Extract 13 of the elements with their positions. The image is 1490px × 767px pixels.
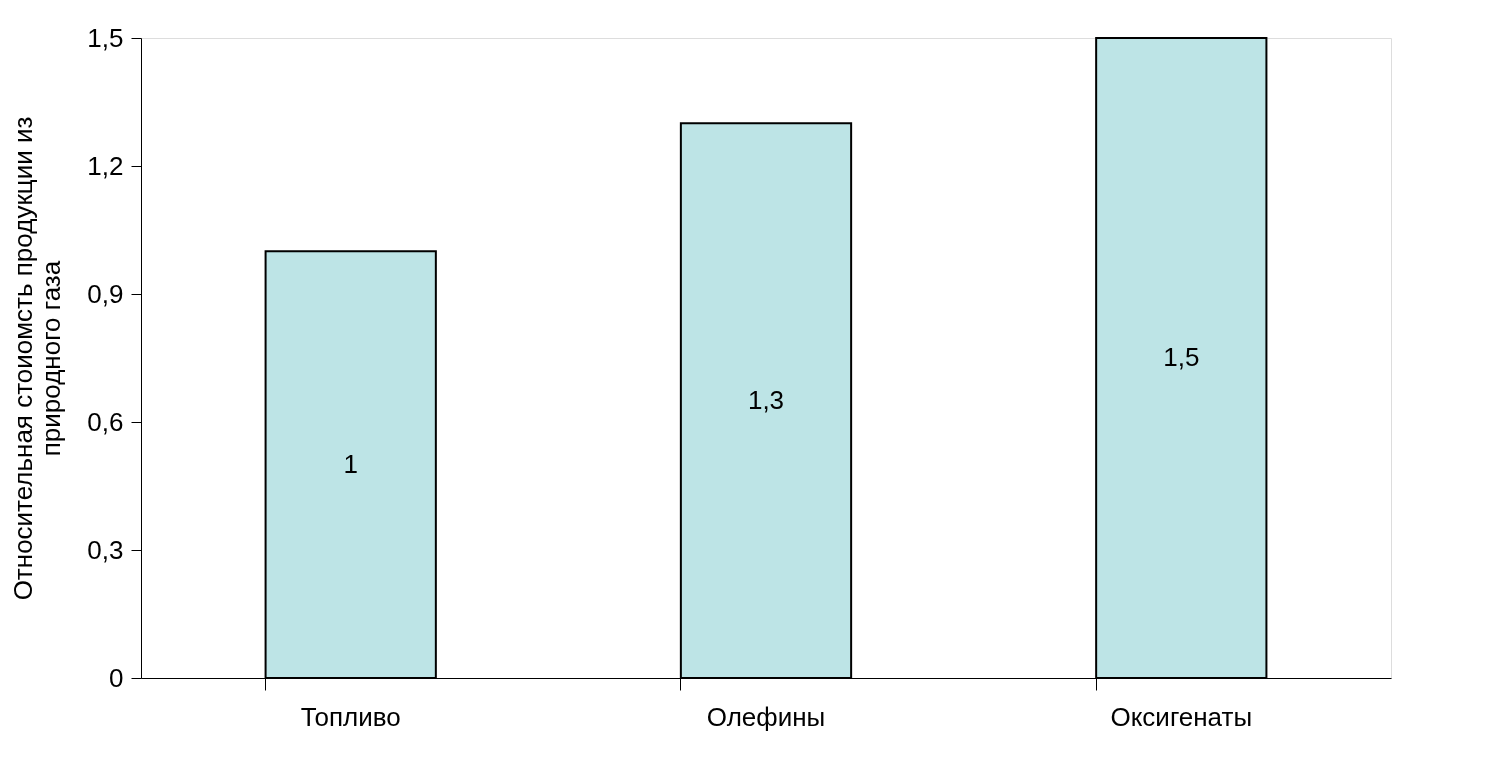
y-axis-title: Относительная стоиомсть продукции из природного газа bbox=[8, 116, 67, 601]
y-tick-label: 1,5 bbox=[87, 22, 124, 53]
y-tick-label: 0,3 bbox=[87, 534, 124, 565]
x-tick-label: Олефины bbox=[706, 701, 826, 732]
y-tick-label: 0,6 bbox=[87, 406, 124, 437]
data-label: 1 bbox=[343, 448, 358, 479]
y-tick-label: 0,9 bbox=[87, 278, 124, 309]
data-label: 1,5 bbox=[1163, 342, 1200, 372]
y-tick-label: 0 bbox=[109, 662, 124, 693]
x-tick-label: Топливо bbox=[300, 701, 401, 732]
data-label: 1,3 bbox=[747, 384, 785, 415]
y-tick-label: 1,2 bbox=[87, 150, 124, 181]
x-tick-label: Оксигенаты bbox=[1110, 701, 1253, 732]
